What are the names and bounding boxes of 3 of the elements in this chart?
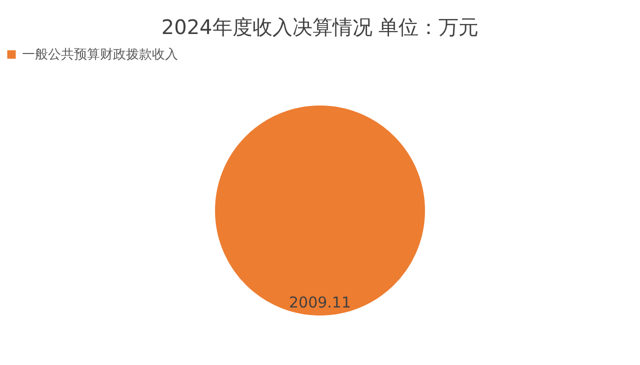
- chart-title: 2024年度收入决算情况 单位：万元: [161, 15, 479, 39]
- legend-label: 一般公共预算财政拨款收入: [22, 48, 178, 62]
- data-label: 2009.11: [288, 294, 352, 312]
